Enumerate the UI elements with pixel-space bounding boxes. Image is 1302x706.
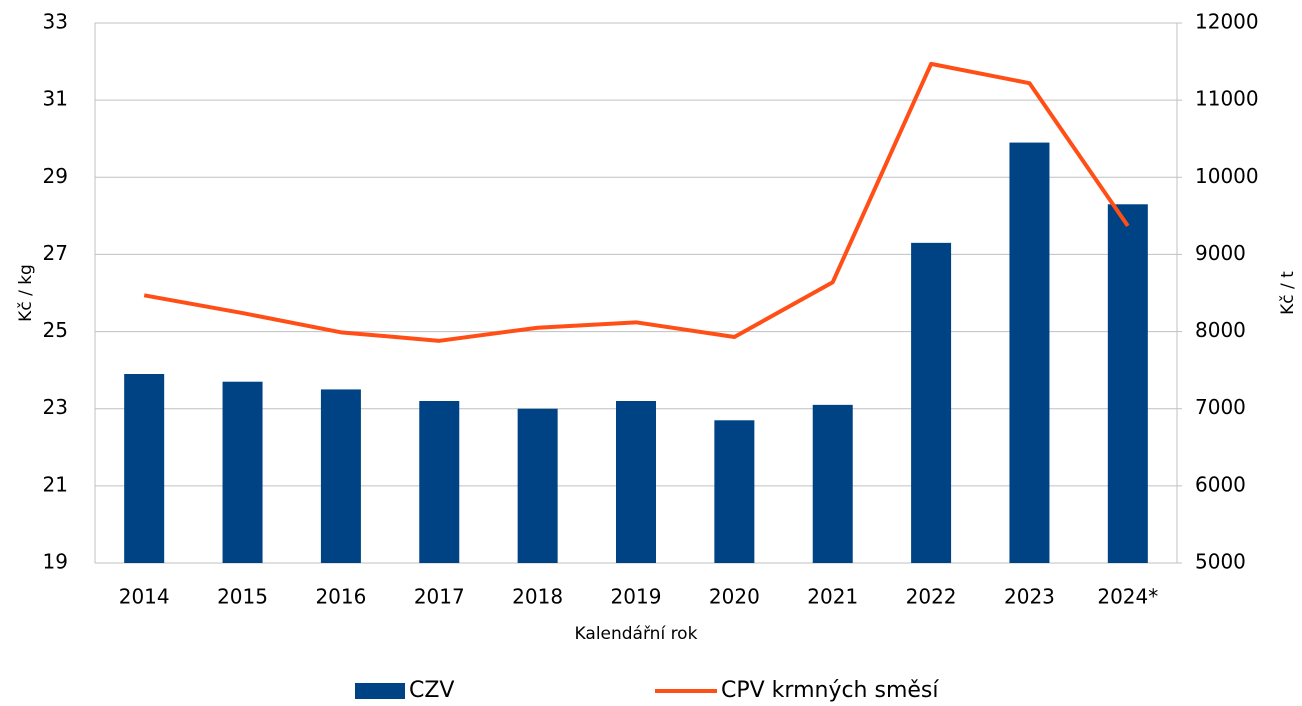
y2-tick-label: 9000: [1195, 241, 1246, 265]
bar: [1009, 142, 1050, 564]
bar: [714, 420, 755, 563]
bar: [517, 408, 558, 563]
y2-tick-label: 12000: [1195, 10, 1259, 34]
bar: [419, 401, 460, 563]
x-axis-label: Kalendářní rok: [575, 624, 698, 644]
y2-tick-label: 10000: [1195, 164, 1259, 188]
y-tick-label: 23: [43, 395, 68, 419]
x-tick-label: 2018: [512, 585, 563, 609]
x-tick-label: 2017: [414, 585, 465, 609]
bar: [911, 242, 952, 563]
x-tick-label: 2015: [217, 585, 268, 609]
y2-tick-label: 6000: [1195, 472, 1246, 496]
legend-label: CZV: [409, 678, 454, 703]
bar: [320, 389, 361, 563]
y-tick-label: 33: [43, 10, 68, 34]
y-axis-label: Kč / kg: [16, 264, 36, 322]
y-tick-label: 19: [43, 550, 68, 574]
line: [143, 61, 1130, 343]
y-tick-label: 27: [43, 241, 68, 265]
y-tick-label: 21: [43, 472, 68, 496]
y-tick-label: 29: [43, 164, 68, 188]
bar: [1107, 204, 1148, 564]
x-tick-label: 2014: [119, 585, 170, 609]
x-tick-label: 2024*: [1097, 585, 1158, 609]
x-tick-label: 2016: [315, 585, 366, 609]
bar: [812, 404, 853, 563]
x-tick-label: 2020: [709, 585, 760, 609]
x-tick-label: 2021: [807, 585, 858, 609]
y2-tick-label: 5000: [1195, 550, 1246, 574]
y-tick-label: 25: [43, 318, 68, 342]
x-tick-label: 2023: [1004, 585, 1055, 609]
y2-tick-label: 11000: [1195, 87, 1259, 111]
bar: [222, 381, 263, 563]
y-tick-label: 31: [43, 87, 68, 111]
y2-tick-label: 8000: [1195, 318, 1246, 342]
legend-swatch: [355, 683, 405, 699]
x-tick-label: 2019: [611, 585, 662, 609]
bar: [616, 401, 656, 563]
y2-axis-label: Kč / t: [1278, 271, 1298, 315]
y2-tick-label: 7000: [1195, 395, 1246, 419]
x-tick-label: 2022: [906, 585, 957, 609]
legend-label: CPV krmných směsí: [721, 678, 939, 703]
bar: [124, 374, 165, 563]
